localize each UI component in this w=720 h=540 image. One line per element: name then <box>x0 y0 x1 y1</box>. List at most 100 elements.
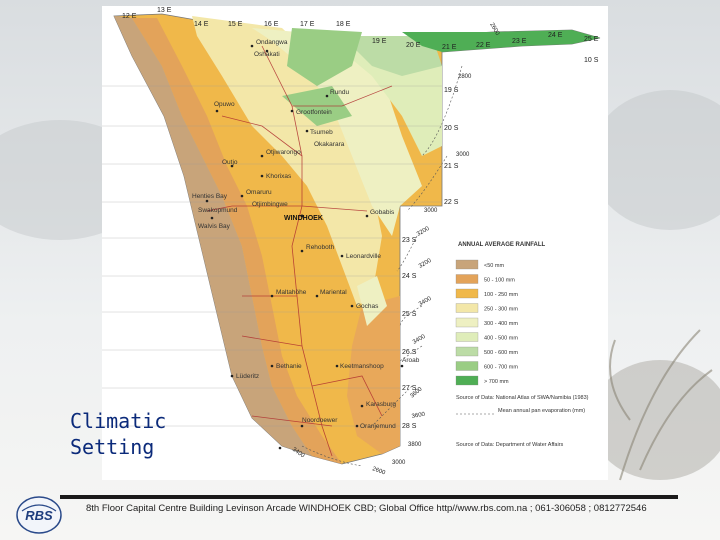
legend-swatch <box>455 375 479 386</box>
place-label: Outjo <box>222 159 238 166</box>
legend-title: ANNUAL AVERAGE RAINFALL <box>458 242 546 248</box>
legend-item-label: <50 mm <box>484 263 504 269</box>
footer-text: 8th Floor Capital Centre Building Levins… <box>86 503 647 514</box>
capital-label: WINDHOEK <box>284 215 323 222</box>
legend-item-label: 500 - 600 mm <box>484 350 518 356</box>
place-label: Swakopmund <box>198 207 238 214</box>
place-label: Gobabis <box>370 209 395 216</box>
legend-swatch <box>455 303 479 313</box>
place-label: Noordoewer <box>302 417 338 424</box>
isoline-label: 3400 <box>412 334 427 346</box>
latitude-label: 20 S <box>444 125 459 132</box>
latitude-label: 25 S <box>402 311 417 318</box>
place-label: Rundu <box>330 89 350 96</box>
place-label: Keetmanshoop <box>340 363 384 370</box>
longitude-label: 18 E <box>336 21 351 28</box>
place-label: Khorixas <box>266 173 292 180</box>
isoline-label: 3600 <box>411 412 426 420</box>
place-label: Karasburg <box>366 401 396 408</box>
legend-item-label: > 700 mm <box>484 379 509 385</box>
place-label: Oranjemund <box>360 423 396 430</box>
zone-desert <box>114 16 312 456</box>
longitude-label: 23 E <box>512 38 527 45</box>
isoline-label: 3200 <box>416 226 431 238</box>
place-label: Otjimbingwe <box>252 201 288 208</box>
place-label: Henties Bay <box>192 193 228 200</box>
legend-source: Source of Data: National Atlas of SWA/Na… <box>456 395 589 401</box>
place-label: Bethanie <box>276 363 302 370</box>
longitude-label: 20 E <box>406 42 421 49</box>
place-label: Mariental <box>320 289 347 296</box>
longitude-label: 25 E <box>584 36 599 43</box>
zone-600-700 <box>287 28 362 86</box>
legend-item-label: 600 - 700 mm <box>484 365 518 371</box>
place-label: Gochas <box>356 303 379 310</box>
longitude-label: 12 E <box>122 13 137 20</box>
isoline-label: 3200 <box>418 258 433 270</box>
legend-swatch <box>455 332 479 342</box>
place-label: Ondangwa <box>256 39 288 46</box>
legend-item-label: 300 - 400 mm <box>484 321 518 327</box>
longitude-label: 22 E <box>476 42 491 49</box>
slide-title-line: Setting <box>70 435 155 459</box>
isoline-label: 3400 <box>418 296 433 308</box>
longitude-label: 24 E <box>548 32 563 39</box>
legend-item-label: 400 - 500 mm <box>484 336 518 342</box>
place-label: Leonardville <box>346 253 381 260</box>
place-label: Tsumeb <box>310 129 333 136</box>
legend-item-label: 100 - 250 mm <box>484 292 518 298</box>
latitude-label: 19 S <box>444 87 459 94</box>
latitude-label: 21 S <box>444 163 459 170</box>
isoline-label: 3000 <box>424 208 438 214</box>
slide-title: Climatic Setting <box>70 408 190 460</box>
longitude-label: 17 E <box>300 21 315 28</box>
slide-title-line: Climatic <box>70 409 167 433</box>
longitude-label: 15 E <box>228 21 243 28</box>
legend-swatch <box>455 317 479 328</box>
legend-item-label: 50 - 100 mm <box>484 278 515 284</box>
place-label: Maltahöhe <box>276 289 307 296</box>
longitude-label: 21 E <box>442 44 457 51</box>
longitude-label: 16 E <box>264 21 279 28</box>
place-label: Omaruru <box>246 189 272 196</box>
rbs-logo: RBS <box>16 496 62 534</box>
legend-swatch <box>455 346 479 357</box>
legend-source: Source of Data: Department of Water Affa… <box>456 442 564 448</box>
latitude-label: 27 S <box>402 385 417 392</box>
longitude-label: 19 E <box>372 38 387 45</box>
zone-se <box>347 296 400 454</box>
place-label: Opuwo <box>214 101 235 108</box>
svg-text:RBS: RBS <box>25 508 53 523</box>
legend-swatch <box>455 259 479 270</box>
isoline-label: 3000 <box>456 152 470 158</box>
zone-over-700 <box>402 30 600 52</box>
isoline-label: 3800 <box>408 442 422 448</box>
longitude-label: 13 E <box>157 7 172 14</box>
place-label: Oshakati <box>254 51 280 58</box>
place-label: Lüderitz <box>236 373 259 380</box>
longitude-label: 14 E <box>194 21 209 28</box>
legend-swatch <box>455 361 479 371</box>
latitude-label: 10 S <box>584 57 599 64</box>
isoline-label: 3000 <box>392 460 406 466</box>
place-label: Aroab <box>402 357 420 364</box>
map-legend: ANNUAL AVERAGE RAINFALL <50 mm 50 - 100 m… <box>455 242 589 448</box>
latitude-label: 26 S <box>402 349 417 356</box>
legend-swatch <box>455 274 479 284</box>
rainfall-map: Ondangwa Oshakati Rundu Opuwo Grootfonte… <box>102 6 608 480</box>
place-label: Rehoboth <box>306 244 335 251</box>
legend-swatch <box>455 288 479 299</box>
zone-500-600 <box>342 36 442 76</box>
latitude-label: 23 S <box>402 237 417 244</box>
legend-evap-label: Mean annual pan evaporation (mm) <box>498 408 585 414</box>
latitude-label: 22 S <box>444 199 459 206</box>
place-label: Otjiwarongo <box>266 149 301 156</box>
latitude-label: 24 S <box>402 273 417 280</box>
isoline-label: 2600 <box>371 466 386 476</box>
isoline-label: 2800 <box>458 74 472 80</box>
legend-item-label: 250 - 300 mm <box>484 307 518 313</box>
place-label: Okakarara <box>314 141 345 148</box>
footer-divider <box>60 495 678 499</box>
zone-250-300 <box>192 16 382 306</box>
place-label: Grootfontein <box>296 109 332 116</box>
